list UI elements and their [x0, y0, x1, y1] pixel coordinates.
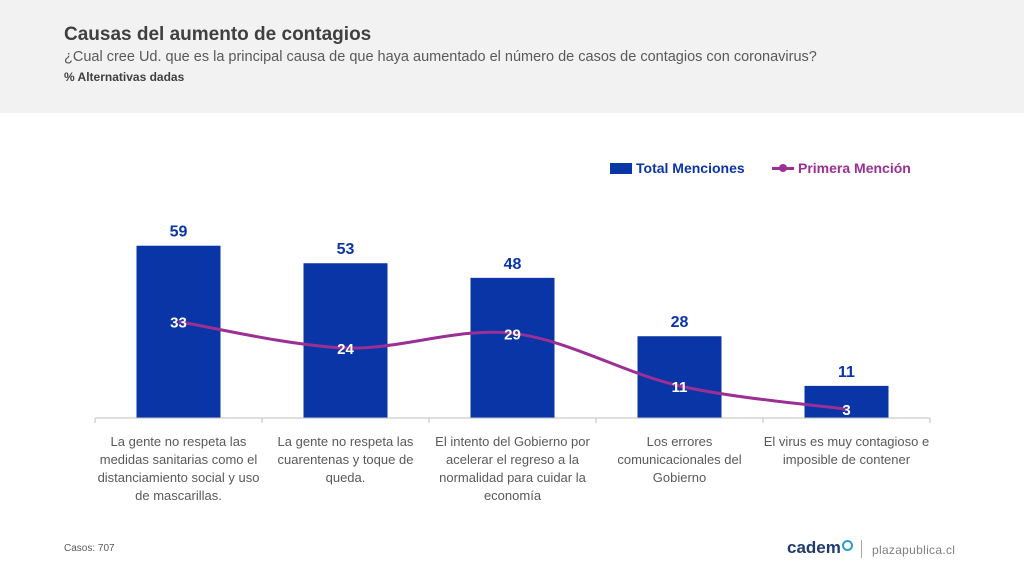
legend-line-swatch — [772, 163, 794, 172]
bar-value-label: 28 — [671, 314, 689, 331]
footer-divider — [861, 540, 862, 558]
category-label-2: La gente no respeta las cuarentenas y to… — [277, 434, 414, 485]
line-value-label: 24 — [337, 341, 354, 358]
legend-item-total: Total Menciones — [610, 160, 745, 176]
cases-footnote: Casos: 707 — [64, 543, 115, 554]
category-label-5: El virus es muy contagioso e imposible d… — [763, 434, 930, 467]
category-label-1: La gente no respeta las medidas sanitari… — [97, 434, 260, 503]
chart-plot-area: 59 53 48 28 11 33 24 29 11 3 — [94, 224, 931, 423]
bar-value-label: 48 — [504, 256, 522, 273]
category-label-4: Los errores comunicacionales del Gobiern… — [617, 434, 742, 485]
bar-total-2 — [303, 263, 388, 418]
bar-total-5 — [804, 385, 889, 418]
cadem-logo: cadem — [787, 538, 853, 558]
bar-value-label: 11 — [838, 364, 855, 381]
site-link[interactable]: plazapublica.cl — [872, 543, 956, 557]
line-value-label: 33 — [170, 315, 187, 332]
bar-total-3 — [470, 277, 555, 418]
chart-subtitle: ¿Cual cree Ud. que es la principal causa… — [64, 49, 817, 65]
line-value-label: 3 — [842, 402, 850, 419]
legend-item-primera: Primera Mención — [772, 160, 911, 176]
bar-value-label: 53 — [337, 241, 355, 258]
chart-title: Causas del aumento de contagios — [64, 24, 372, 45]
line-value-label: 29 — [504, 326, 521, 343]
header-band: Causas del aumento de contagios ¿Cual cr… — [0, 0, 1024, 113]
legend-bar-swatch — [610, 162, 632, 174]
logo-ring-icon — [841, 540, 853, 551]
legend-label-total: Total Menciones — [636, 160, 745, 176]
category-label-3: El intento del Gobierno por acelerar el … — [435, 434, 590, 503]
chart-note: % Alternativas dadas — [64, 70, 185, 84]
legend-label-primera: Primera Mención — [798, 160, 911, 176]
line-value-label: 11 — [672, 379, 688, 396]
bar-value-label: 59 — [170, 224, 188, 241]
brand-name: cadem — [787, 538, 841, 557]
line-primera-mencion — [178, 320, 847, 411]
bar-total-1 — [136, 245, 221, 418]
